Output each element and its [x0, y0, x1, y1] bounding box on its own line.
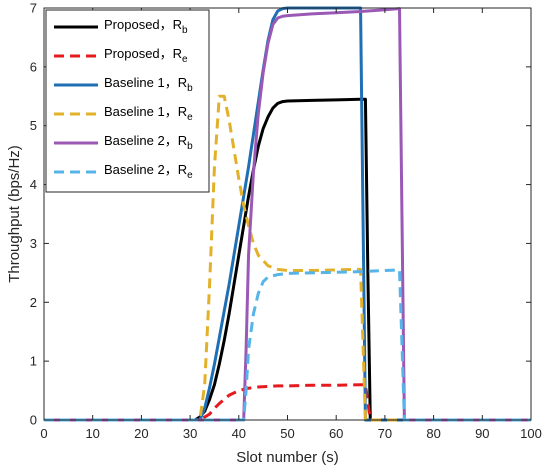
- x-tick-label: 20: [134, 426, 148, 441]
- x-tick-label: 80: [426, 426, 440, 441]
- y-axis-label: Throughput (bps/Hz): [6, 145, 23, 283]
- legend-label-4: Baseline 2，Rb: [104, 133, 193, 152]
- y-tick-label: 6: [30, 59, 37, 74]
- x-tick-label: 30: [183, 426, 197, 441]
- series-line-1: [44, 383, 531, 422]
- y-tick-label: 3: [30, 236, 37, 251]
- legend-label-3: Baseline 1，Re: [104, 104, 193, 123]
- x-tick-label: 10: [85, 426, 99, 441]
- legend-label-5: Baseline 2，Re: [104, 162, 193, 181]
- series-line-4: [44, 7, 531, 422]
- x-axis-label: Slot number (s): [236, 449, 339, 466]
- legend-label-0: Proposed，Rb: [104, 17, 188, 36]
- tick-layer: 0 10 20 30 40 50 60 70 80 90 100 0 1 2 3 4 5 6 7: [30, 1, 542, 442]
- legend: Proposed，Rb Proposed，Re Baseline 1，Rb Basel…: [45, 9, 210, 193]
- y-tick-label: 7: [30, 1, 37, 16]
- legend-box: [45, 9, 210, 193]
- legend-label-1: Proposed，Re: [104, 46, 188, 65]
- y-tick-label: 5: [30, 118, 37, 133]
- x-tick-label: 40: [232, 426, 246, 441]
- y-tick-label: 2: [30, 295, 37, 310]
- x-tick-label: 0: [40, 426, 47, 441]
- x-tick-label: 50: [280, 426, 294, 441]
- x-tick-label: 90: [475, 426, 489, 441]
- y-tick-label: 4: [30, 177, 37, 192]
- x-tick-label: 100: [520, 426, 542, 441]
- series-line-5: [44, 268, 531, 422]
- y-tick-label: 1: [30, 354, 37, 369]
- series-line-3: [44, 94, 531, 422]
- legend-label-2: Baseline 1，Rb: [104, 75, 193, 94]
- x-tick-label: 70: [378, 426, 392, 441]
- x-tick-label: 60: [329, 426, 343, 441]
- y-tick-label: 0: [30, 413, 37, 428]
